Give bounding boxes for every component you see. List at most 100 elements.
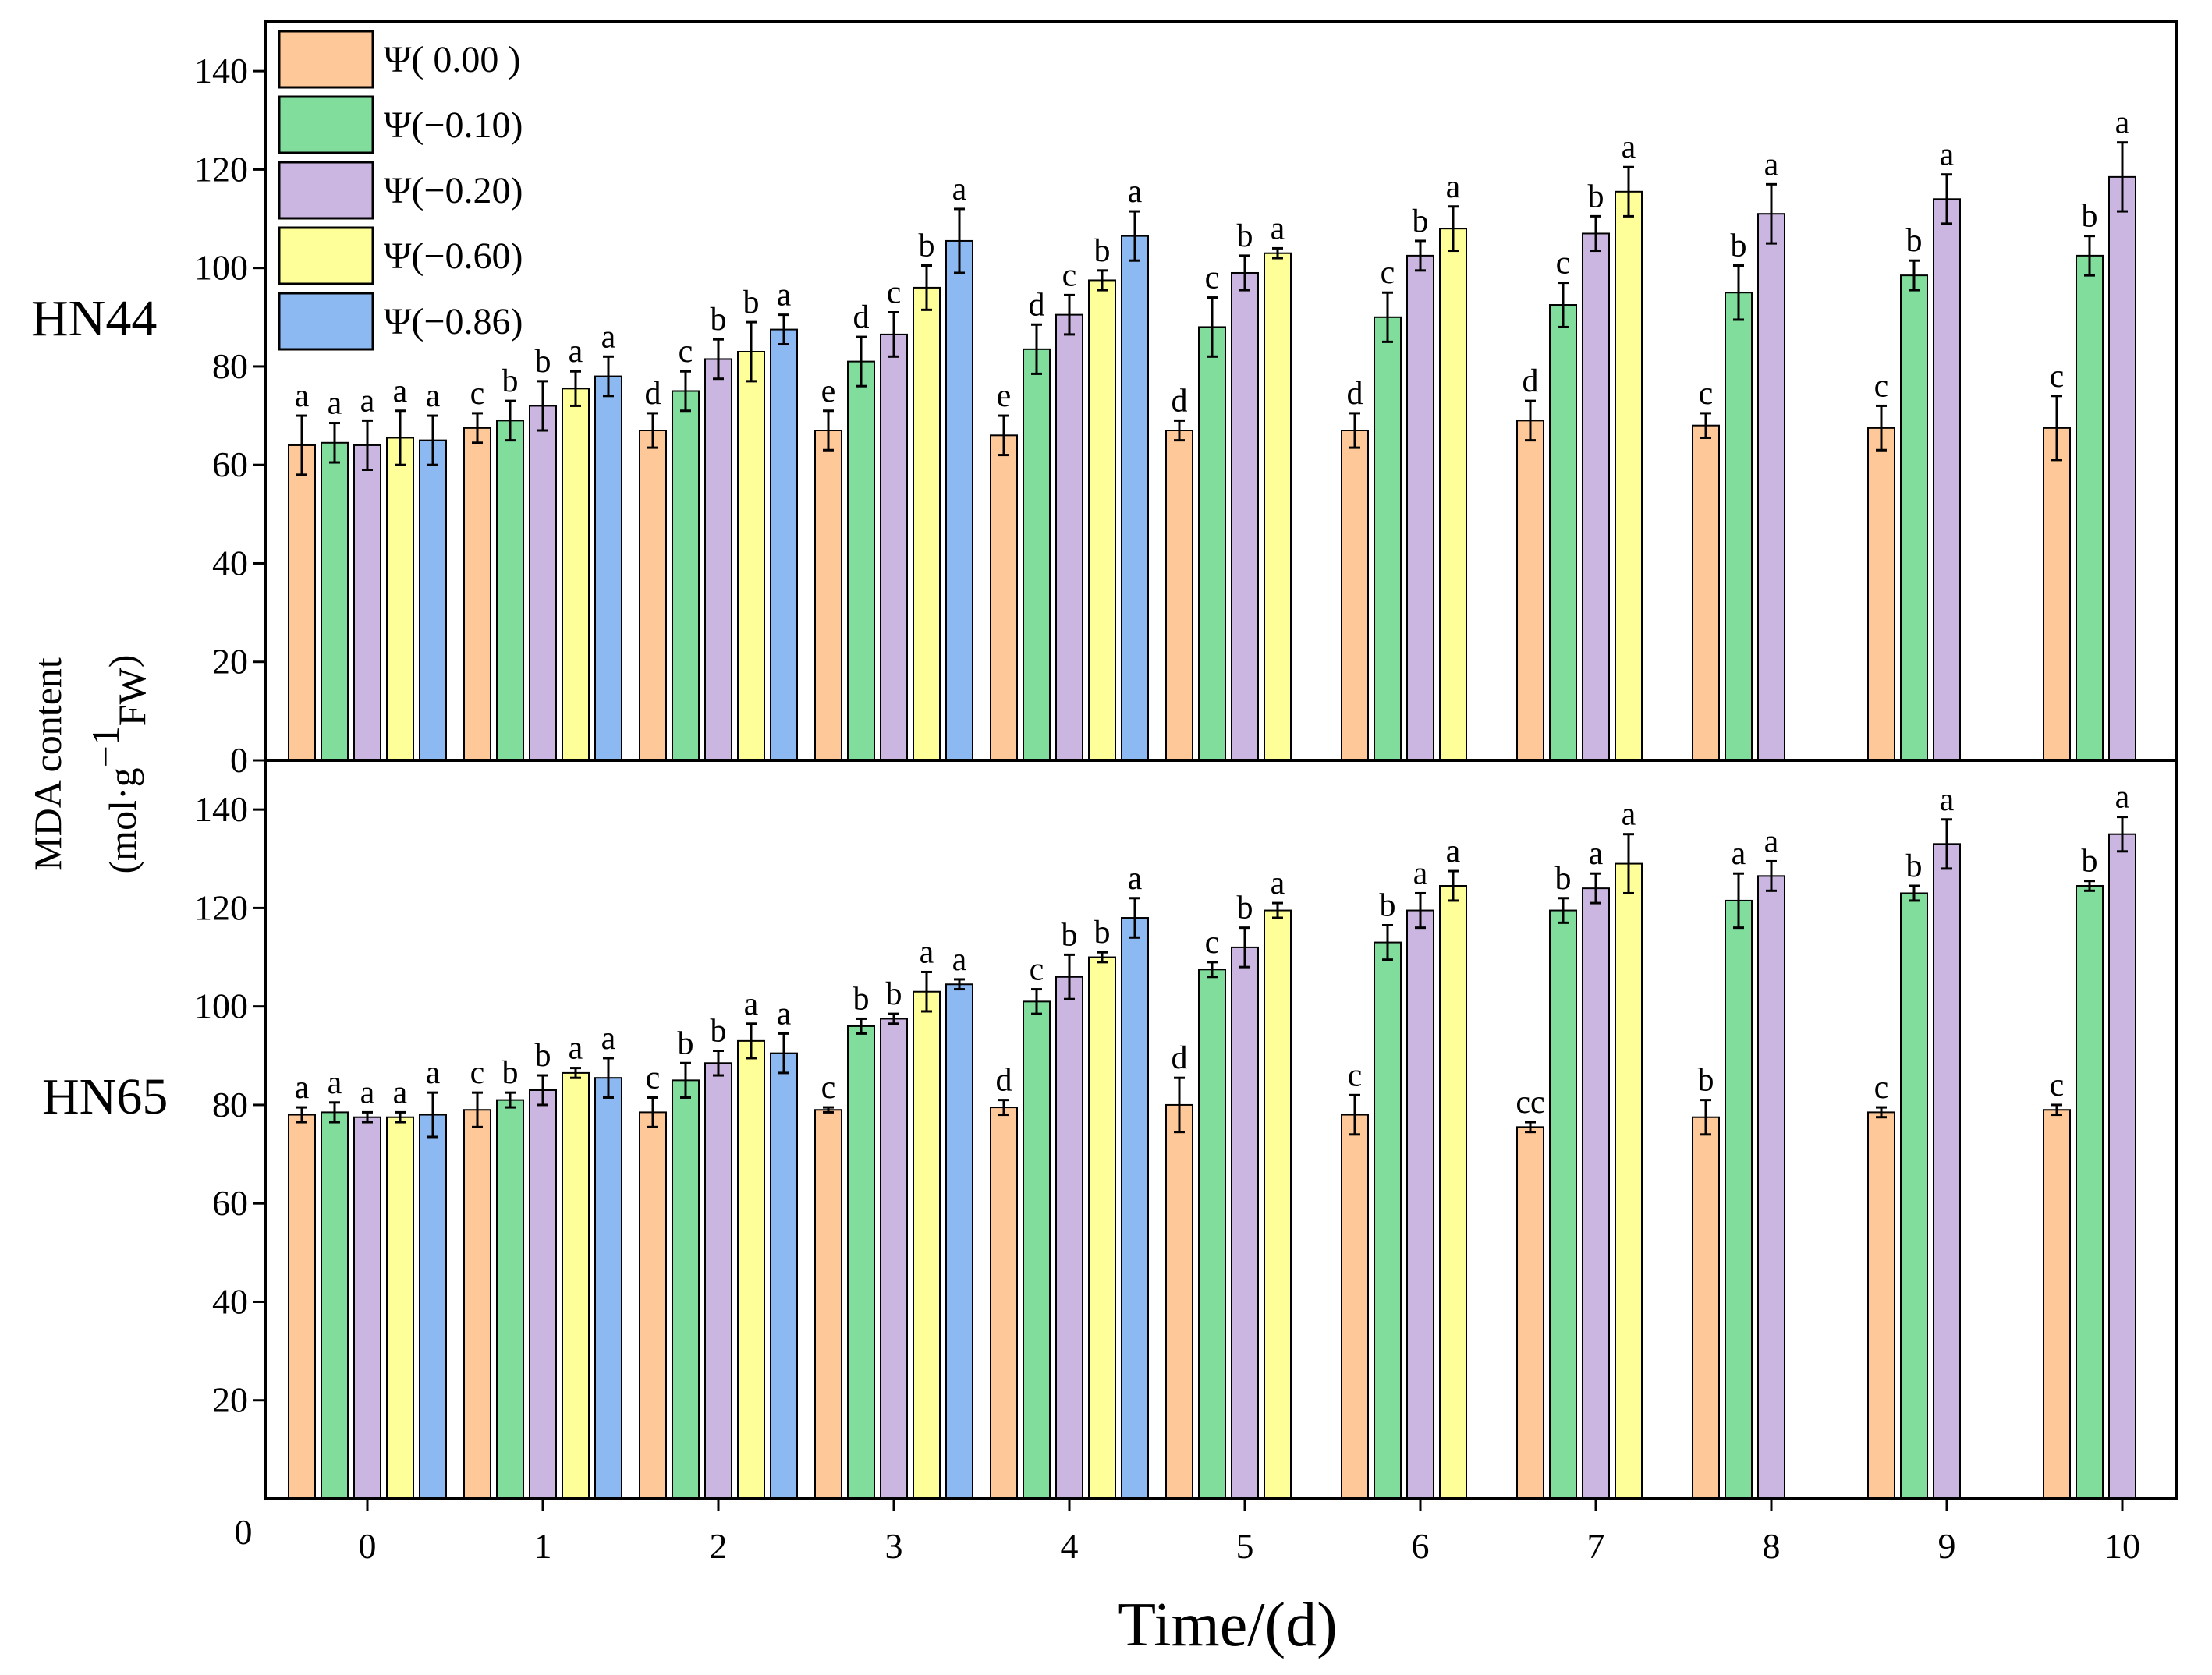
bar xyxy=(288,444,316,761)
x-tick-label: 4 xyxy=(1061,1526,1079,1566)
bar xyxy=(704,1062,732,1500)
significance-label: a xyxy=(426,1055,441,1091)
bar xyxy=(1725,899,1753,1500)
bar xyxy=(770,1052,798,1500)
legend-label: Ψ(−0.60) xyxy=(384,235,523,277)
panel-label-top: HN44 xyxy=(31,290,157,347)
bar xyxy=(814,1109,842,1500)
y-tick-label: 140 xyxy=(194,51,248,90)
bar xyxy=(1615,190,1643,761)
y-tick-label: 120 xyxy=(194,887,248,927)
bar xyxy=(1374,316,1402,761)
significance-label: a xyxy=(1622,129,1636,165)
legend-label: Ψ( 0.00 ) xyxy=(384,39,520,80)
y-tick-label: 40 xyxy=(212,543,248,583)
significance-label: b xyxy=(1413,204,1429,239)
bar xyxy=(1900,274,1928,761)
bar xyxy=(1867,427,1895,761)
significance-label: a xyxy=(777,996,792,1032)
bar xyxy=(321,1111,349,1500)
x-tick-label: 8 xyxy=(1763,1526,1781,1566)
bar xyxy=(496,420,524,761)
y-axis-title-line2: (mol·g−1FW) xyxy=(83,655,154,874)
bar xyxy=(2076,884,2104,1500)
significance-label: a xyxy=(1446,834,1461,869)
significance-label: a xyxy=(952,172,967,207)
significance-label: a xyxy=(1589,836,1604,872)
bar xyxy=(1055,976,1083,1500)
significance-label: b xyxy=(1555,861,1572,897)
significance-label: a xyxy=(1732,836,1746,872)
y-tick-label: 100 xyxy=(194,248,248,288)
x-tick-label: 3 xyxy=(885,1526,903,1566)
bar xyxy=(880,1018,908,1500)
significance-label: c xyxy=(1205,925,1220,961)
bar xyxy=(672,1079,700,1500)
significance-label: a xyxy=(393,374,408,409)
significance-label: a xyxy=(2115,780,2130,816)
significance-label: a xyxy=(1764,823,1779,859)
bar xyxy=(1374,941,1402,1500)
significance-label: a xyxy=(360,383,375,419)
significance-label: b xyxy=(1062,917,1078,953)
significance-label: d xyxy=(1029,287,1045,323)
bar xyxy=(1231,946,1259,1500)
y-axis-title-sup: −1 xyxy=(83,726,127,767)
significance-label: b xyxy=(853,981,870,1017)
x-tick-label: 1 xyxy=(534,1526,552,1566)
legend-swatch xyxy=(278,95,374,154)
y-tick-label: 20 xyxy=(212,1380,248,1420)
significance-label: a xyxy=(328,386,342,422)
bar xyxy=(1121,235,1149,761)
significance-label: d xyxy=(1347,376,1363,412)
y-axis-title-line1: MDA content xyxy=(26,657,69,871)
bar xyxy=(1516,1126,1544,1500)
significance-label: b xyxy=(1237,891,1253,926)
bar xyxy=(2108,175,2136,761)
bar xyxy=(945,239,973,761)
bar xyxy=(1198,969,1226,1500)
significance-label: b xyxy=(1906,848,1923,884)
significance-label: a xyxy=(295,1070,310,1106)
bar xyxy=(2108,833,2136,1500)
significance-label: e xyxy=(821,374,836,409)
significance-label: a xyxy=(601,1021,616,1057)
legend-swatch xyxy=(278,161,374,220)
bar xyxy=(1549,909,1577,1500)
significance-label: e xyxy=(997,378,1012,414)
significance-label: a xyxy=(1128,861,1143,897)
bar xyxy=(770,328,798,762)
significance-label: b xyxy=(743,285,760,320)
bar xyxy=(1725,292,1753,761)
significance-label: c xyxy=(887,274,902,310)
bar xyxy=(1757,213,1785,762)
y-tick-label: 140 xyxy=(194,789,248,829)
significance-label: b xyxy=(711,302,727,338)
bar xyxy=(880,333,908,761)
significance-label: c xyxy=(1348,1057,1363,1093)
bar xyxy=(1055,313,1083,762)
bar xyxy=(990,1107,1018,1500)
bar xyxy=(419,1114,447,1500)
legend-label: Ψ(−0.10) xyxy=(384,104,523,146)
significance-label: c xyxy=(1062,257,1077,293)
significance-label: c xyxy=(1030,952,1044,988)
bar xyxy=(386,437,414,762)
significance-label: b xyxy=(1731,228,1747,264)
bar xyxy=(639,430,667,761)
significance-label: c xyxy=(2050,1068,2065,1103)
significance-label: c xyxy=(1205,260,1220,296)
y-tick-label: 60 xyxy=(212,444,248,484)
bar xyxy=(1023,1000,1051,1500)
x-tick-label: 6 xyxy=(1412,1526,1430,1566)
significance-label: c xyxy=(2050,359,2065,395)
bar xyxy=(814,430,842,761)
bar xyxy=(562,388,590,761)
bar xyxy=(1023,348,1051,761)
significance-label: c xyxy=(470,1055,485,1091)
significance-label: c xyxy=(646,1060,661,1096)
bar xyxy=(288,1114,316,1500)
bar xyxy=(1198,326,1226,761)
bar xyxy=(1757,875,1785,1500)
